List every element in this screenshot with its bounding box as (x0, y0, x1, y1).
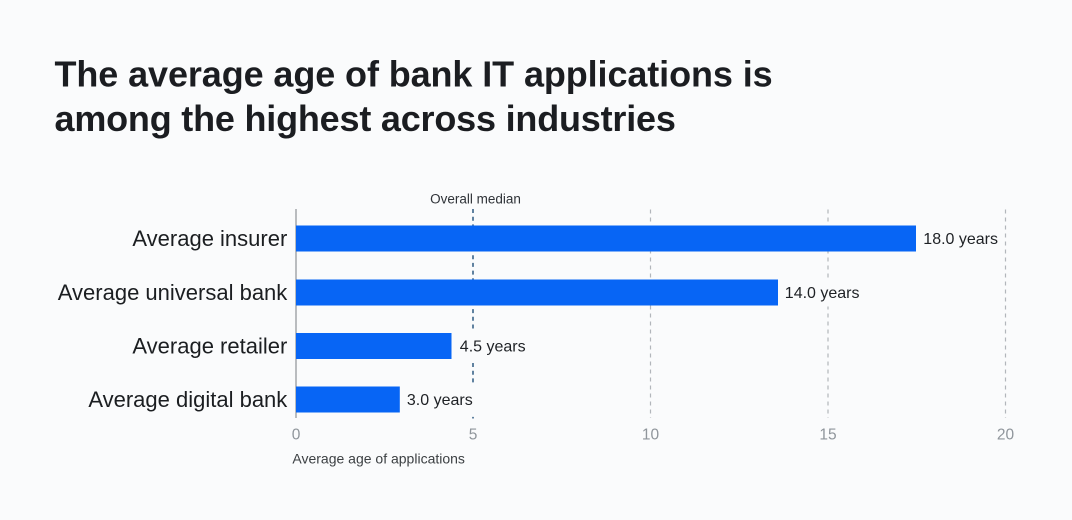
svg-text:3.0 years: 3.0 years (407, 392, 473, 409)
svg-text:15: 15 (819, 426, 836, 443)
svg-text:5: 5 (469, 426, 478, 443)
svg-text:20: 20 (997, 426, 1015, 443)
svg-text:Overall median: Overall median (430, 191, 521, 206)
svg-text:10: 10 (642, 426, 660, 443)
svg-text:Average age of applications: Average age of applications (292, 450, 465, 466)
svg-text:Average insurer: Average insurer (132, 226, 287, 251)
svg-text:The average age of bank IT app: The average age of bank IT applications … (55, 53, 773, 94)
svg-text:among the highest across indus: among the highest across industries (55, 98, 676, 139)
svg-text:18.0 years: 18.0 years (923, 231, 998, 248)
svg-text:14.0 years: 14.0 years (785, 285, 860, 302)
svg-text:0: 0 (292, 426, 301, 443)
svg-text:Average digital bank: Average digital bank (88, 387, 288, 412)
svg-text:Average universal bank: Average universal bank (58, 280, 289, 305)
svg-text:Average retailer: Average retailer (132, 334, 287, 359)
svg-text:4.5 years: 4.5 years (460, 339, 526, 356)
